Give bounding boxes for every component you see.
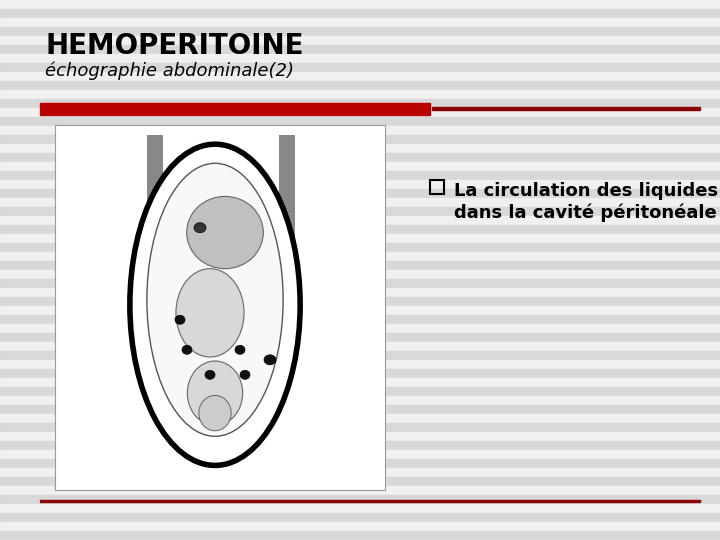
Bar bbox=[0, 198, 720, 207]
Bar bbox=[0, 234, 720, 243]
Ellipse shape bbox=[199, 395, 231, 431]
Bar bbox=[0, 315, 720, 324]
Bar bbox=[0, 387, 720, 396]
Text: HEMOPERITOINE: HEMOPERITOINE bbox=[45, 32, 304, 60]
Ellipse shape bbox=[264, 355, 276, 365]
Ellipse shape bbox=[194, 222, 206, 233]
Bar bbox=[0, 54, 720, 63]
Bar bbox=[0, 81, 720, 90]
Ellipse shape bbox=[186, 197, 264, 269]
Bar bbox=[0, 45, 720, 54]
Text: La circulation des liquides: La circulation des liquides bbox=[454, 182, 718, 200]
Bar bbox=[0, 144, 720, 153]
Bar bbox=[0, 360, 720, 369]
Bar bbox=[0, 162, 720, 171]
Bar bbox=[0, 288, 720, 297]
Ellipse shape bbox=[176, 269, 244, 357]
Bar bbox=[0, 72, 720, 81]
Bar bbox=[0, 270, 720, 279]
Bar bbox=[0, 441, 720, 450]
Bar bbox=[0, 531, 720, 540]
Bar bbox=[0, 522, 720, 531]
Ellipse shape bbox=[130, 144, 300, 465]
Bar bbox=[0, 108, 720, 117]
Bar bbox=[0, 243, 720, 252]
Bar bbox=[0, 342, 720, 351]
Bar bbox=[0, 9, 720, 18]
Bar bbox=[0, 504, 720, 513]
Bar bbox=[0, 414, 720, 423]
Bar bbox=[0, 468, 720, 477]
Bar bbox=[0, 297, 720, 306]
Bar bbox=[0, 117, 720, 126]
Bar bbox=[0, 333, 720, 342]
Bar bbox=[0, 135, 720, 144]
Bar bbox=[0, 261, 720, 270]
Bar bbox=[0, 63, 720, 72]
Bar bbox=[0, 207, 720, 216]
Ellipse shape bbox=[235, 345, 245, 354]
Bar bbox=[0, 324, 720, 333]
Text: dans la cavité péritonéale: dans la cavité péritonéale bbox=[454, 204, 716, 222]
Bar bbox=[0, 405, 720, 414]
Bar bbox=[0, 189, 720, 198]
Bar bbox=[0, 459, 720, 468]
Bar bbox=[0, 306, 720, 315]
Bar bbox=[0, 495, 720, 504]
Bar bbox=[0, 450, 720, 459]
Bar bbox=[0, 180, 720, 189]
Bar bbox=[279, 135, 295, 237]
Ellipse shape bbox=[145, 185, 294, 464]
Bar bbox=[430, 180, 444, 194]
Text: échographie abdominale(2): échographie abdominale(2) bbox=[45, 62, 294, 80]
Bar bbox=[0, 279, 720, 288]
Bar bbox=[0, 432, 720, 441]
Ellipse shape bbox=[182, 345, 192, 354]
Bar bbox=[0, 513, 720, 522]
Bar bbox=[0, 486, 720, 495]
Bar bbox=[0, 351, 720, 360]
Bar bbox=[0, 36, 720, 45]
Ellipse shape bbox=[147, 163, 283, 436]
Bar bbox=[0, 225, 720, 234]
Bar bbox=[0, 126, 720, 135]
Ellipse shape bbox=[187, 361, 243, 426]
Bar bbox=[432, 107, 700, 110]
Bar bbox=[0, 378, 720, 387]
Ellipse shape bbox=[240, 370, 250, 379]
Bar bbox=[0, 0, 720, 9]
Bar bbox=[0, 99, 720, 108]
Bar bbox=[40, 103, 430, 115]
Ellipse shape bbox=[175, 315, 185, 325]
Bar bbox=[0, 216, 720, 225]
Bar bbox=[0, 396, 720, 405]
Bar bbox=[0, 90, 720, 99]
Bar bbox=[40, 500, 700, 502]
Bar bbox=[0, 423, 720, 432]
Bar bbox=[0, 369, 720, 378]
Bar bbox=[0, 27, 720, 36]
Bar bbox=[0, 477, 720, 486]
Bar bbox=[55, 125, 385, 490]
Bar bbox=[0, 171, 720, 180]
Bar bbox=[0, 252, 720, 261]
Bar bbox=[147, 135, 163, 237]
Ellipse shape bbox=[205, 370, 215, 379]
Bar bbox=[0, 153, 720, 162]
Bar bbox=[0, 18, 720, 27]
